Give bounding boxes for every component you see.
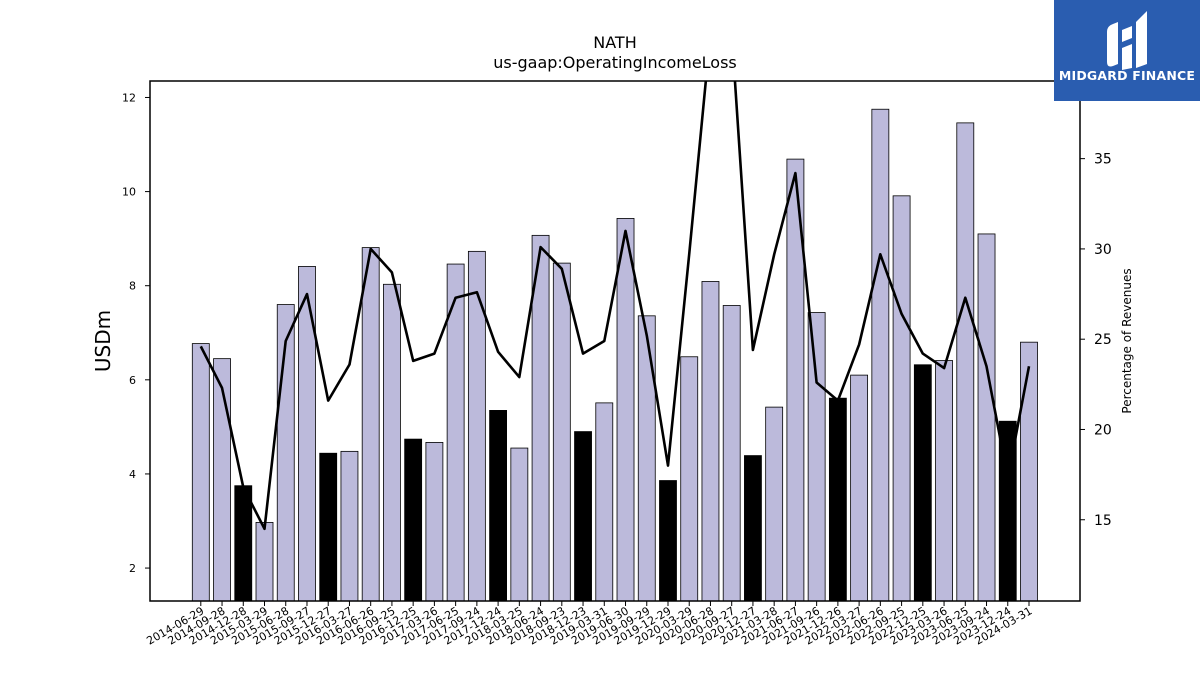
bar bbox=[361, 247, 380, 602]
y-tick-label: 12 bbox=[122, 91, 136, 104]
bar bbox=[722, 305, 741, 602]
bar bbox=[1020, 341, 1038, 602]
bar bbox=[744, 455, 762, 602]
y2-tick-label: 35 bbox=[1094, 152, 1112, 168]
plot-frame bbox=[149, 80, 1081, 602]
y2-tick-label: 30 bbox=[1094, 242, 1112, 258]
bar bbox=[892, 195, 911, 602]
bar bbox=[404, 438, 423, 602]
chart-title: NATH bbox=[593, 33, 636, 52]
bar bbox=[191, 343, 210, 602]
y2-tick-label: 20 bbox=[1094, 422, 1112, 438]
y-tick-label: 4 bbox=[129, 468, 136, 481]
bar bbox=[850, 374, 869, 602]
y-tick-label: 2 bbox=[129, 562, 136, 575]
bar bbox=[935, 360, 953, 602]
y-axis-right: 15 20 25 30 35 bbox=[1080, 152, 1112, 529]
bar bbox=[595, 402, 614, 602]
bar bbox=[298, 266, 316, 602]
bar bbox=[701, 281, 720, 602]
x-axis: 2014-06-292014-09-282014-12-282015-03-29… bbox=[144, 601, 1035, 648]
bar bbox=[213, 358, 231, 602]
bar bbox=[489, 410, 508, 602]
logo-mark-icon bbox=[1107, 11, 1147, 70]
percentage-line-path bbox=[199, 81, 1031, 531]
bar bbox=[574, 431, 592, 602]
bar bbox=[828, 397, 847, 602]
bar bbox=[680, 356, 699, 602]
bar bbox=[913, 364, 932, 602]
bar bbox=[659, 480, 677, 602]
bar bbox=[234, 485, 253, 602]
logo-text: MIDGARD FINANCE bbox=[1058, 68, 1196, 83]
y2-tick-label: 15 bbox=[1094, 513, 1112, 529]
bar bbox=[616, 218, 635, 602]
bar bbox=[510, 447, 529, 602]
bar bbox=[871, 108, 890, 602]
y-tick-label: 6 bbox=[129, 374, 136, 387]
bar bbox=[552, 262, 571, 602]
bar bbox=[637, 315, 656, 602]
bar bbox=[467, 250, 486, 602]
bar bbox=[425, 442, 444, 602]
y-axis-left: 2 4 6 8 10 12 bbox=[122, 91, 150, 575]
bar bbox=[255, 522, 274, 602]
chart-subtitle: us-gaap:OperatingIncomeLoss bbox=[493, 53, 737, 72]
percentage-line bbox=[199, 81, 1031, 531]
bar bbox=[340, 450, 359, 602]
y-axis-label: USDm bbox=[91, 310, 115, 372]
y-tick-label: 8 bbox=[129, 280, 136, 293]
bar bbox=[765, 406, 784, 602]
y2-tick-label: 25 bbox=[1094, 332, 1112, 348]
bar bbox=[956, 122, 975, 602]
midgard-finance-logo: MIDGARD FINANCE bbox=[1054, 0, 1200, 101]
bar bbox=[807, 312, 826, 602]
y-tick-label: 10 bbox=[122, 186, 136, 199]
y2-axis-label: Percentage of Revenues bbox=[1120, 268, 1134, 413]
bar bbox=[383, 283, 401, 602]
bar bbox=[319, 452, 338, 602]
bar bbox=[977, 233, 996, 602]
